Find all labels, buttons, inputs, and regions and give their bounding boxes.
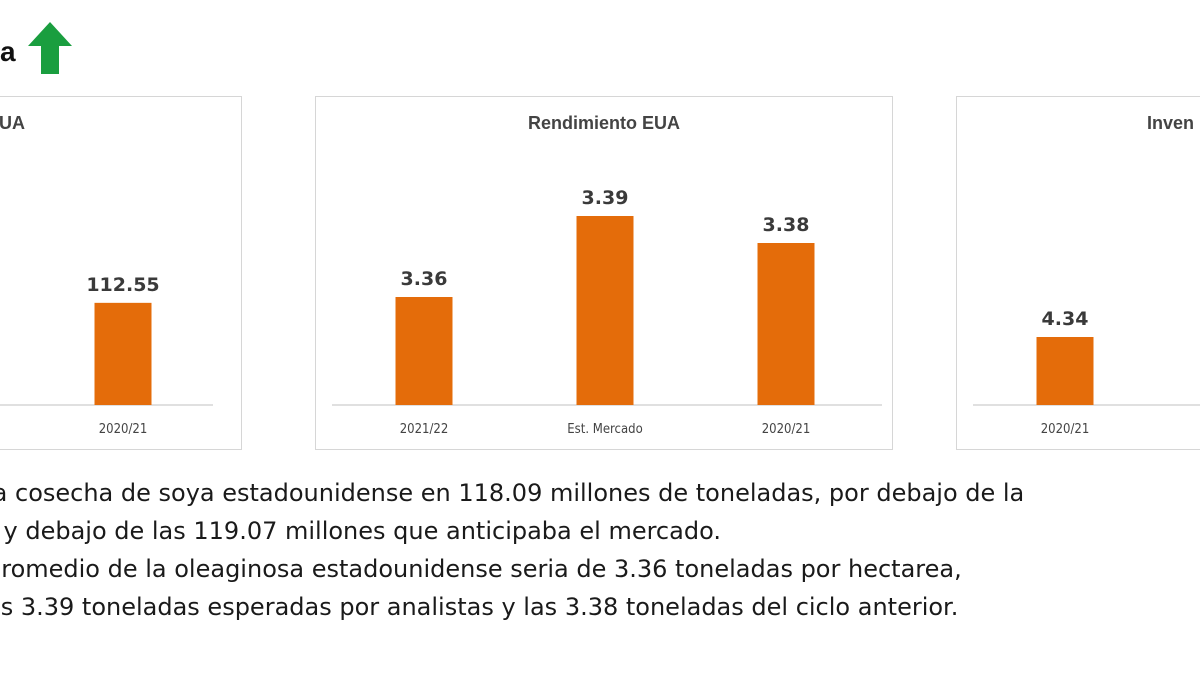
bar-chart: 112.55 2020/21 <box>0 274 213 437</box>
commentary-line: r y debajo de las 119.07 millones que an… <box>0 517 721 545</box>
category-label: 2020/21 <box>1041 422 1090 437</box>
chart-panel-production: UA 112.55 2020/21 <box>0 96 242 450</box>
data-label: 4.34 <box>1042 308 1089 330</box>
chart-panel-yield: Rendimiento EUA 3.36 2021/22 3.39 Est. Merc… <box>315 96 893 450</box>
chart-title: Inven <box>1147 113 1195 133</box>
bar <box>1036 337 1094 405</box>
category-label: 2021/22 <box>400 422 449 437</box>
commentary-line: as 3.39 toneladas esperadas por analista… <box>0 593 959 621</box>
data-label: 3.39 <box>582 187 629 209</box>
bar <box>395 297 453 405</box>
chart-panel-inventory: Inven 4.34 2020/21 <box>956 96 1200 450</box>
bar <box>757 243 815 405</box>
data-label: 112.55 <box>86 274 159 296</box>
bar-chart: 3.36 2021/22 3.39 Est. Mercado 3.38 2020/21 <box>332 187 882 437</box>
bar-chart: 4.34 2020/21 <box>973 308 1200 437</box>
category-label: 2020/21 <box>762 422 811 437</box>
commentary-text: la cosecha de soya estadounidense en 118… <box>0 474 1200 626</box>
data-label: 3.36 <box>401 268 448 290</box>
bar <box>576 216 634 405</box>
commentary-line: la cosecha de soya estadounidense en 118… <box>0 479 1025 507</box>
bar <box>94 302 152 405</box>
up-arrow-icon <box>28 22 72 74</box>
chart-title: UA <box>0 113 25 133</box>
chart-title: Rendimiento EUA <box>527 113 680 133</box>
category-label: Est. Mercado <box>567 422 642 437</box>
commentary-line: promedio de la oleaginosa estadounidense… <box>0 555 962 583</box>
data-label: 3.38 <box>763 214 810 236</box>
category-label: 2020/21 <box>99 422 148 437</box>
header-title-fragment: a <box>0 36 16 67</box>
